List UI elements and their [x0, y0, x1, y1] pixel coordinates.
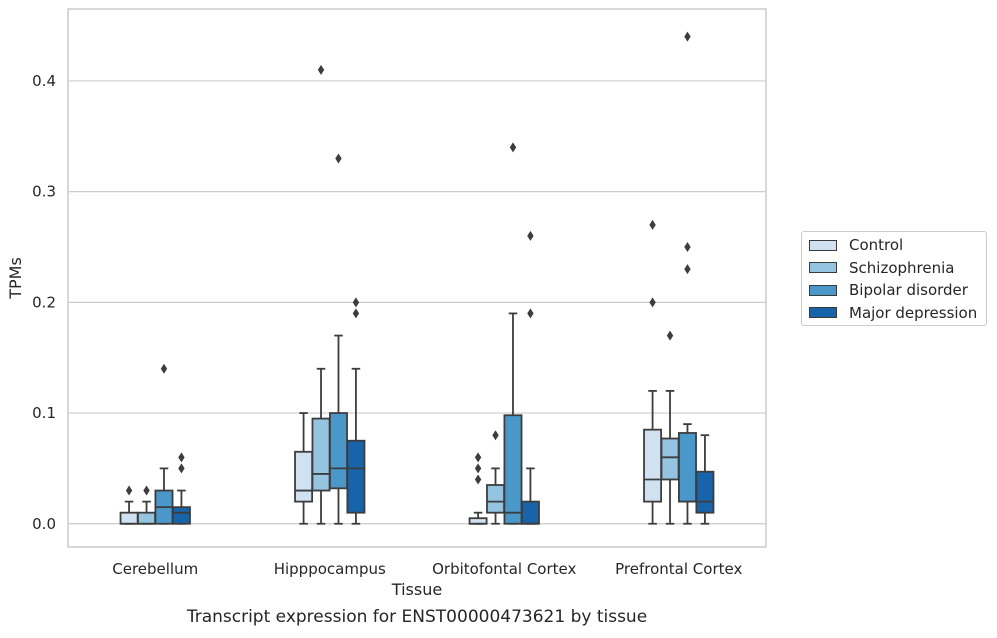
box-control	[468, 452, 488, 525]
outlier-point	[684, 264, 691, 275]
box-bipolar-disorder	[503, 142, 523, 525]
y-tick-label: 0.2	[32, 293, 56, 311]
legend-swatch	[809, 262, 837, 273]
outlier-point	[649, 297, 656, 308]
legend-swatch	[809, 307, 837, 318]
x-tick-label: Cerebellum	[112, 560, 198, 578]
box-control	[294, 412, 314, 525]
y-axis-label: TPMs	[6, 257, 25, 300]
legend-swatch	[809, 239, 837, 251]
box-control	[643, 219, 663, 525]
box-bipolar-disorder	[678, 31, 697, 525]
box-schizophrenia	[486, 430, 505, 525]
legend-label: Major depression	[849, 303, 978, 322]
box-bipolar-disorder	[154, 363, 174, 525]
x-tick-label: Prefrontal Cortex	[615, 560, 742, 578]
box-iqr	[486, 484, 505, 514]
outlier-point	[474, 474, 482, 485]
legend-item: Major depression	[809, 304, 977, 322]
box-iqr	[503, 414, 523, 525]
box-iqr	[643, 428, 663, 503]
legend-item: Schizophrenia	[809, 259, 954, 277]
outlier-point	[178, 452, 185, 463]
outlier-point	[649, 219, 656, 230]
box-layer	[119, 31, 715, 525]
outlier-point	[143, 485, 150, 496]
legend-label: Bipolar disorder	[849, 281, 968, 299]
outlier-point	[317, 64, 325, 75]
box-major-depression	[346, 297, 366, 525]
outlier-point	[474, 463, 482, 474]
box-schizophrenia	[311, 64, 331, 525]
x-tick-label: Hipppocampus	[274, 560, 386, 578]
box-schizophrenia	[137, 485, 156, 525]
box-iqr	[329, 412, 348, 490]
legend: Control Schizophrenia Bipolar disorder Majo…	[801, 231, 987, 326]
box-iqr	[520, 500, 540, 525]
y-tick-label: 0.4	[32, 72, 56, 90]
y-tick-label: 0.1	[32, 404, 56, 422]
legend-label: Schizophrenia	[849, 258, 955, 277]
outlier-point	[527, 230, 534, 241]
legend-label: Control	[849, 236, 904, 254]
legend-item: Bipolar disorder	[809, 281, 968, 299]
outlier-point	[352, 297, 360, 308]
box-iqr	[171, 506, 191, 525]
y-tick-label: 0.0	[32, 515, 56, 533]
outlier-point	[352, 308, 360, 319]
outlier-point	[684, 242, 691, 253]
box-iqr	[137, 511, 156, 525]
y-tick-label: 0.3	[32, 183, 56, 201]
box-major-depression	[695, 434, 715, 525]
outlier-point	[335, 153, 342, 164]
plot-frame	[67, 8, 767, 548]
outlier-point	[509, 142, 517, 153]
box-bipolar-disorder	[329, 153, 348, 525]
outlier-point	[474, 452, 482, 463]
x-axis-label: Tissue	[391, 580, 442, 599]
box-iqr	[695, 470, 715, 514]
outlier-point	[666, 330, 674, 341]
box-iqr	[660, 437, 680, 481]
outlier-point	[160, 363, 168, 374]
box-schizophrenia	[660, 330, 680, 525]
x-tick-label: Orbitofontal Cortex	[432, 560, 576, 578]
outlier-point	[684, 31, 691, 42]
outlier-point	[125, 485, 133, 496]
outlier-point	[178, 463, 185, 474]
box-iqr	[346, 439, 366, 514]
box-control	[119, 485, 139, 525]
legend-swatch	[809, 284, 837, 296]
box-iqr	[311, 417, 331, 492]
box-iqr	[294, 450, 314, 503]
box-iqr	[119, 511, 139, 525]
axis-layer: 0.0 0.1 0.2 0.3 0.4 Cerebellum Hipppocampus Orb…	[32, 8, 767, 578]
chart-caption: Transcript expression for ENST0000047362…	[186, 607, 647, 627]
legend-item: Control	[809, 236, 903, 254]
box-major-depression	[171, 452, 191, 525]
outlier-point	[492, 430, 499, 441]
box-iqr	[678, 432, 697, 503]
box-major-depression	[520, 230, 540, 525]
outlier-point	[527, 308, 534, 319]
